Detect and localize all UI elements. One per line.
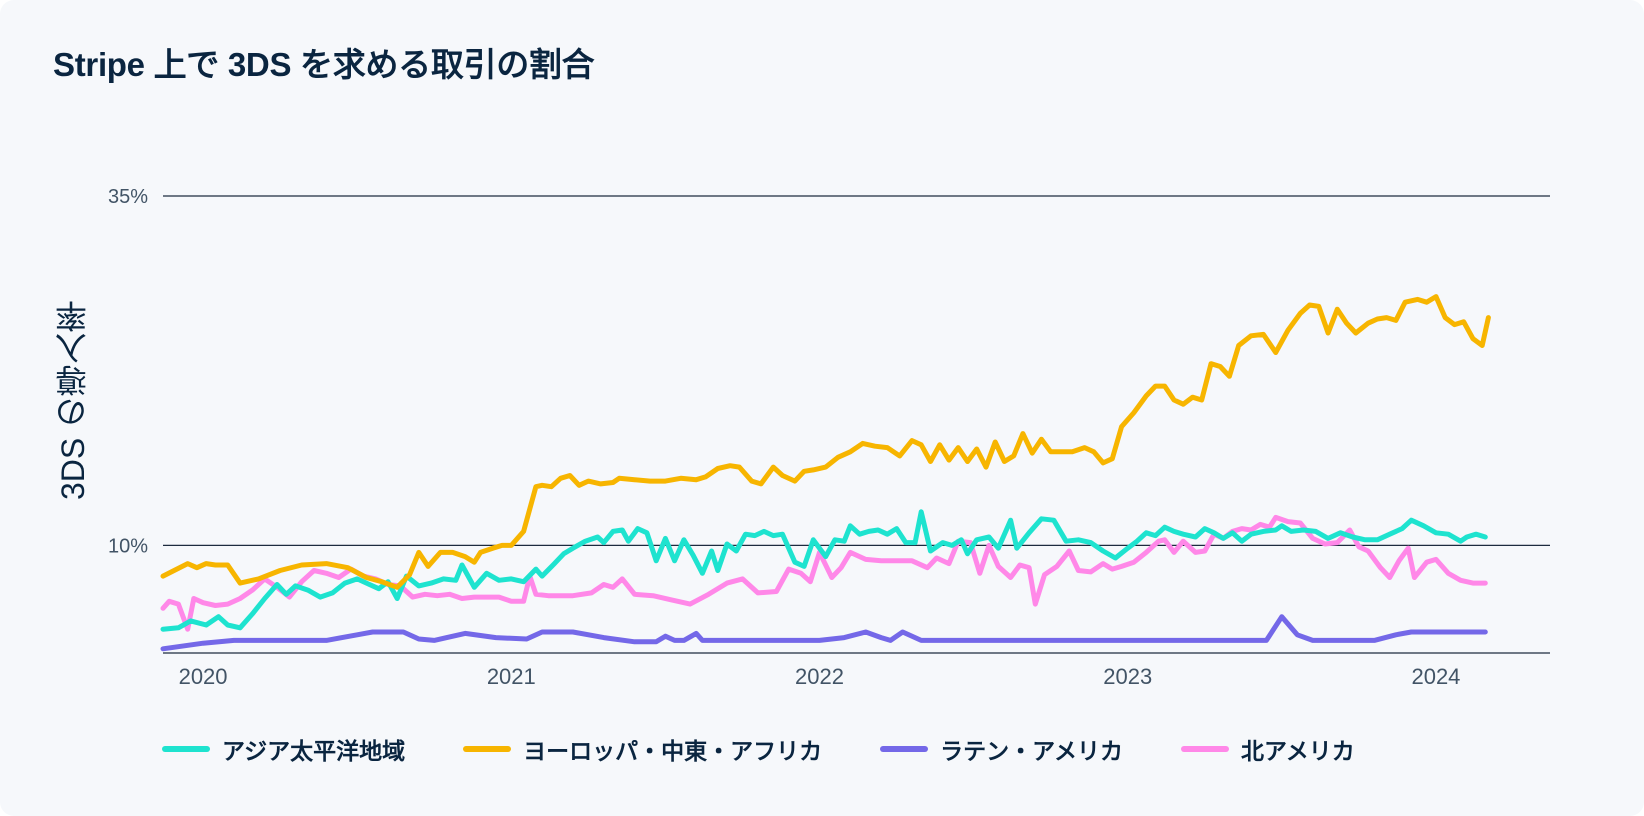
grid-lines [163,195,1550,654]
axis-ticks: 35% 10% 2020 2021 2022 2023 2024 [108,186,1460,689]
legend-label-latam: ラテン・アメリカ [940,738,1123,764]
series-line-emea [160,294,1491,590]
legend-label-apac: アジア太平洋地域 [222,738,406,764]
series-line-latam [160,614,1488,652]
legend-item-emea[interactable]: ヨーロッパ・中東・アフリカ [463,732,822,766]
x-tick-label: 2023 [1103,664,1152,689]
legend: アジア太平洋地域 ヨーロッパ・中東・アフリカ ラテン・アメリカ 北アメリカ [162,732,1355,766]
x-tick-label: 2022 [795,664,844,689]
series-lines [160,294,1491,652]
y-tick-label: 35% [108,186,148,208]
x-tick-label: 2021 [487,664,536,689]
series-line-apac [160,509,1488,632]
legend-swatch-emea [463,746,512,752]
legend-item-apac[interactable]: アジア太平洋地域 [162,732,405,766]
chart-title: Stripe 上で 3DS を求める取引の割合 [53,46,595,83]
legend-swatch-latam [880,746,929,752]
legend-label-north-america: 北アメリカ [1240,738,1355,764]
legend-swatch-north-america [1180,746,1229,752]
legend-item-north-america[interactable]: 北アメリカ [1180,732,1355,766]
legend-swatch-apac [162,746,210,752]
y-tick-label: 10% [108,535,148,557]
x-tick-label: 2024 [1411,664,1460,689]
legend-item-latam[interactable]: ラテン・アメリカ [880,732,1123,766]
x-tick-label: 2020 [179,664,228,689]
legend-label-emea: ヨーロッパ・中東・アフリカ [523,738,823,764]
